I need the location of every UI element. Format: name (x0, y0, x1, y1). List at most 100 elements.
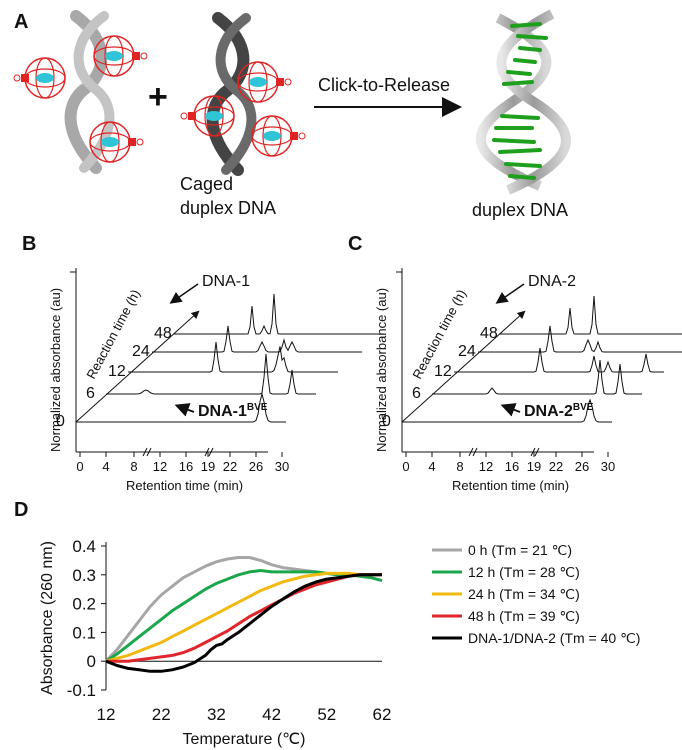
x-tick-label: 12 (479, 459, 493, 474)
x-tick-label: 16 (179, 459, 193, 474)
peak-label-top: DNA-2 (528, 273, 576, 290)
trace-label: 6 (86, 385, 95, 402)
trace-label: 48 (480, 325, 498, 342)
chromatogram-trace (478, 325, 682, 353)
axis-break (142, 447, 148, 457)
cage-icon (251, 115, 306, 157)
x-tick-label: 19 (201, 459, 215, 474)
chromatogram-trace (500, 295, 682, 335)
x-tick-label: 0 (76, 459, 83, 474)
y-tick-label: 0.2 (72, 595, 96, 614)
y-axis-label: Normalized absorbance (au) (48, 288, 63, 452)
y-tick-label: 0.4 (72, 537, 96, 556)
x-tick-label: 30 (275, 459, 289, 474)
peak-label-sup: BVE (247, 402, 268, 413)
click-to-release-label: Click-to-Release (318, 75, 450, 95)
y-axis-label: Normalized absorbance (au) (374, 288, 389, 452)
cage-icon (13, 57, 66, 99)
reaction-time-axis (401, 310, 526, 423)
series-line (106, 573, 382, 663)
x-tick-label: 8 (130, 459, 137, 474)
y-tick-label: 0.1 (72, 623, 96, 642)
x-tick-label: 62 (373, 705, 392, 724)
panel-letter: B (22, 233, 36, 255)
x-tick-label: 30 (601, 459, 615, 474)
panel-d-letter: D (14, 499, 28, 521)
chromatogram-trace (106, 353, 316, 395)
x-tick-label: 52 (317, 705, 336, 724)
x-tick-label: 4 (102, 459, 109, 474)
x-tick-label: 22 (549, 459, 563, 474)
cage-icon (180, 95, 235, 137)
y-axis-label: Absorbance (260 nm) (39, 541, 56, 695)
trace-label: 12 (108, 363, 126, 380)
caged-label-line1: Caged (180, 174, 233, 194)
cage-icon (237, 61, 292, 103)
peak-arrow-top (495, 283, 525, 304)
duplex-dna-helix-icon (476, 9, 571, 195)
x-tick-label: 12 (153, 459, 167, 474)
x-tick-label: 22 (152, 705, 171, 724)
legend-entry: 0 h (Tm = 21 ℃) (468, 542, 572, 558)
trace-label: 6 (412, 385, 421, 402)
x-tick-label: 42 (262, 705, 281, 724)
x-tick-label: 0 (402, 459, 409, 474)
trace-label: 24 (458, 343, 476, 360)
chromatogram-trace (432, 359, 642, 395)
cage-icon (89, 121, 144, 163)
x-axis-label: Temperature (℃) (183, 731, 306, 748)
cage-icon (93, 35, 148, 77)
panel-d-melting-curve-chart: -0.1 0 0.1 0.2 0.3 0.4 12 22 32 42 52 62 Temperature… (39, 537, 640, 748)
chromatogram-trace (454, 347, 664, 373)
peak-arrow-top (169, 283, 199, 304)
x-tick-label: 19 (527, 459, 541, 474)
reaction-time-axis (75, 310, 200, 423)
series-line (105, 573, 382, 673)
legend-entry: 48 h (Tm = 39 ℃) (468, 608, 580, 624)
x-tick-label: 8 (456, 459, 463, 474)
peak-label-top: DNA-1 (202, 273, 250, 290)
x-tick-label: 26 (575, 459, 589, 474)
y-tick-label: -0.1 (67, 681, 96, 700)
peak-label-sup: BVE (573, 402, 594, 413)
peak-label-bottom: DNA-2BVE (524, 402, 594, 420)
y-tick-label: 0.3 (72, 566, 96, 585)
peak-arrow-bottom (500, 403, 521, 417)
chromatogram-trace (402, 398, 612, 423)
legend-entry: 12 h (Tm = 28 ℃) (468, 564, 580, 580)
axis-break (204, 447, 210, 457)
chromatogram-trace (152, 325, 362, 353)
panel-a-letter: A (14, 11, 28, 33)
chromatogram-trace (128, 341, 338, 373)
x-tick-label: 4 (428, 459, 435, 474)
x-tick-label: 22 (223, 459, 237, 474)
plus-sign: + (148, 78, 168, 116)
legend-entry: 24 h (Tm = 34 ℃) (468, 586, 580, 602)
x-axis-label: Retention time (min) (452, 478, 569, 493)
y-tick-label: 0 (87, 652, 96, 671)
peak-arrow-bottom (174, 403, 195, 417)
chromatogram-trace (174, 293, 384, 335)
x-tick-label: 26 (249, 459, 263, 474)
caged-dna-illustration-left (13, 10, 148, 174)
legend-entry: DNA-1/DNA-2 (Tm = 40 ℃) (468, 630, 640, 646)
series-line (105, 571, 382, 663)
axis-break (530, 447, 536, 457)
x-axis-label: Retention time (min) (126, 478, 243, 493)
trace-label: 12 (434, 363, 452, 380)
caged-dna-illustration-right (180, 12, 306, 176)
caged-label-line2: duplex DNA (180, 198, 276, 218)
trace-label: 0 (382, 413, 391, 430)
duplex-dna-label: duplex DNA (472, 200, 568, 220)
x-tick-label: 32 (207, 705, 226, 724)
trace-label: 0 (56, 413, 65, 430)
trace-label: 48 (154, 325, 172, 342)
axis-break (468, 447, 474, 457)
x-tick-label: 16 (505, 459, 519, 474)
chromatogram-trace (76, 392, 286, 423)
panel-letter: C (348, 233, 362, 255)
x-tick-label: 12 (97, 705, 116, 724)
